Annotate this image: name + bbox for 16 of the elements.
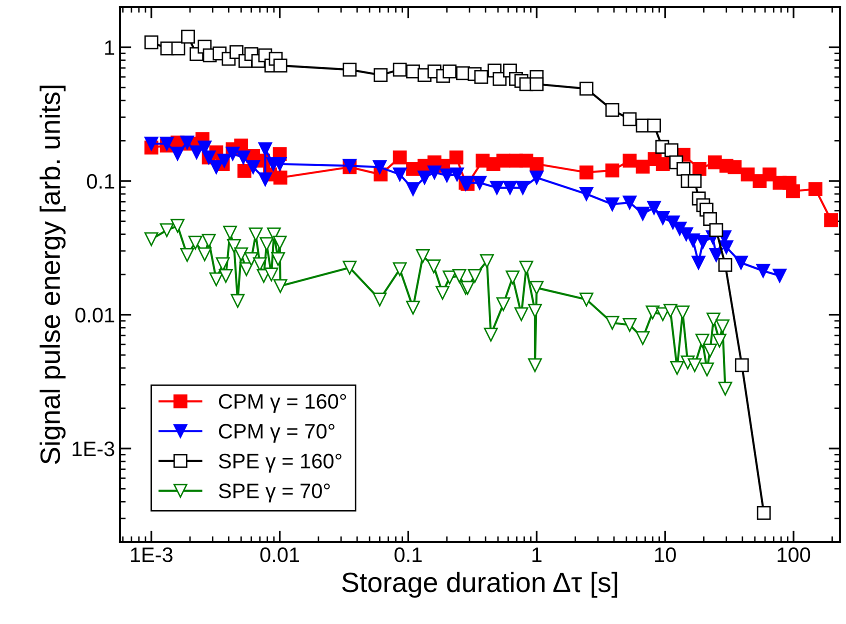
y-tick-label: 0.1	[86, 174, 114, 189]
x-tick-label: 1E-3	[130, 547, 172, 562]
y-axis-title: Signal pulse energy [arb. units]	[40, 86, 66, 464]
x-tick-label: 1	[532, 548, 542, 562]
x-tick-label: 10	[655, 547, 676, 562]
legend-label: SPE γ = 70°	[218, 484, 330, 502]
y-tick-label: 1E-3	[72, 442, 114, 456]
y-tick-label: 1	[105, 40, 114, 55]
x-axis-title: Storage duration Δτ [s]	[342, 572, 618, 598]
legend-label: SPE γ = 160°	[218, 454, 342, 473]
legend-label: CPM γ = 160°	[218, 394, 346, 413]
legend-label: CPM γ = 70°	[218, 424, 334, 443]
x-tick-label: 100	[778, 547, 810, 562]
x-tick-label: 0.01	[260, 547, 300, 562]
y-tick-label: 0.01	[75, 308, 114, 323]
x-tick-label: 0.1	[394, 547, 422, 562]
